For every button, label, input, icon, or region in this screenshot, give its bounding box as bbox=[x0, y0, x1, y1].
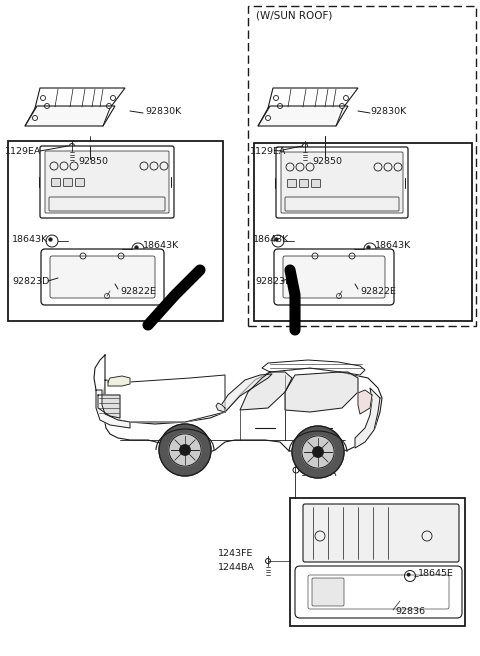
FancyBboxPatch shape bbox=[303, 504, 459, 562]
Polygon shape bbox=[35, 88, 125, 108]
Bar bbox=[254, 143, 472, 321]
FancyBboxPatch shape bbox=[283, 256, 385, 298]
Circle shape bbox=[407, 573, 410, 576]
Text: 92836: 92836 bbox=[395, 607, 425, 617]
Circle shape bbox=[313, 447, 323, 457]
FancyBboxPatch shape bbox=[41, 249, 164, 305]
Bar bbox=[248, 6, 476, 326]
Polygon shape bbox=[98, 395, 120, 418]
Text: (W/SUN ROOF): (W/SUN ROOF) bbox=[256, 11, 332, 21]
Polygon shape bbox=[358, 390, 372, 414]
Text: 92823D: 92823D bbox=[12, 276, 49, 285]
FancyBboxPatch shape bbox=[288, 180, 297, 188]
Polygon shape bbox=[108, 376, 130, 386]
FancyBboxPatch shape bbox=[312, 578, 344, 606]
Text: 1129EA: 1129EA bbox=[5, 146, 41, 155]
Text: 92850: 92850 bbox=[312, 157, 342, 167]
Text: 18645E: 18645E bbox=[418, 569, 454, 579]
Text: 18643K: 18643K bbox=[253, 234, 289, 243]
Text: 92823D: 92823D bbox=[255, 276, 292, 285]
FancyBboxPatch shape bbox=[40, 146, 174, 218]
Bar bbox=[8, 141, 223, 321]
Text: 92830K: 92830K bbox=[370, 106, 406, 115]
Text: 18643K: 18643K bbox=[375, 241, 411, 251]
FancyBboxPatch shape bbox=[300, 180, 309, 188]
Text: 18643K: 18643K bbox=[143, 241, 179, 251]
FancyBboxPatch shape bbox=[45, 151, 169, 213]
Polygon shape bbox=[268, 88, 358, 108]
Polygon shape bbox=[96, 390, 130, 428]
Text: 92830K: 92830K bbox=[145, 106, 181, 115]
Text: 92822E: 92822E bbox=[120, 287, 156, 295]
Polygon shape bbox=[285, 372, 358, 412]
Polygon shape bbox=[216, 403, 225, 412]
FancyBboxPatch shape bbox=[312, 180, 321, 188]
Text: 92850: 92850 bbox=[78, 157, 108, 167]
Text: 18643K: 18643K bbox=[12, 234, 48, 243]
FancyBboxPatch shape bbox=[51, 178, 60, 186]
Text: 92822E: 92822E bbox=[360, 287, 396, 295]
Polygon shape bbox=[218, 374, 272, 412]
Polygon shape bbox=[240, 372, 292, 410]
Circle shape bbox=[367, 246, 370, 249]
Text: 92800A: 92800A bbox=[300, 470, 336, 478]
Polygon shape bbox=[25, 106, 115, 126]
FancyBboxPatch shape bbox=[276, 147, 408, 218]
Text: 86848A: 86848A bbox=[300, 457, 336, 466]
Circle shape bbox=[135, 246, 138, 249]
Polygon shape bbox=[258, 106, 348, 126]
Text: 1243FE: 1243FE bbox=[218, 550, 253, 558]
Circle shape bbox=[169, 434, 201, 466]
Circle shape bbox=[180, 445, 190, 455]
FancyBboxPatch shape bbox=[281, 152, 403, 213]
Text: 1244BA: 1244BA bbox=[218, 564, 255, 573]
Polygon shape bbox=[105, 375, 225, 422]
Polygon shape bbox=[262, 360, 365, 375]
Circle shape bbox=[275, 237, 278, 241]
Bar bbox=[290, 498, 465, 626]
FancyBboxPatch shape bbox=[295, 566, 462, 618]
FancyBboxPatch shape bbox=[274, 249, 394, 305]
Text: 1129EA: 1129EA bbox=[250, 146, 287, 155]
Circle shape bbox=[302, 436, 334, 468]
FancyBboxPatch shape bbox=[63, 178, 72, 186]
Polygon shape bbox=[355, 388, 380, 448]
FancyBboxPatch shape bbox=[75, 178, 84, 186]
Polygon shape bbox=[94, 355, 382, 456]
FancyBboxPatch shape bbox=[50, 256, 155, 298]
Circle shape bbox=[159, 424, 211, 476]
Circle shape bbox=[48, 237, 52, 241]
Circle shape bbox=[292, 426, 344, 478]
